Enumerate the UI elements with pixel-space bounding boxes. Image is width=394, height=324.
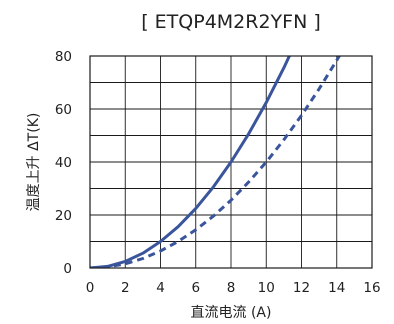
- chart-title: [ ETQP4M2R2YFN ]: [141, 11, 321, 33]
- y-axis-label: 温度上升 ΔT(K): [26, 113, 42, 212]
- y-tick-label: 80: [55, 49, 72, 65]
- x-tick-label: 8: [227, 280, 236, 296]
- plot-frame: [89, 55, 373, 269]
- x-tick-label: 16: [363, 280, 380, 296]
- grid: [90, 56, 372, 268]
- series-line-solid: [90, 56, 292, 268]
- series-line-dashed: [90, 56, 341, 268]
- x-tick-label: 12: [293, 280, 310, 296]
- x-tick-label: 10: [258, 280, 275, 296]
- x-tick-label: 2: [121, 280, 130, 296]
- x-tick-label: 4: [156, 280, 165, 296]
- x-tick-label: 14: [328, 280, 345, 296]
- y-tick-label: 60: [55, 102, 72, 118]
- y-tick-label: 0: [63, 261, 72, 277]
- y-tick-label: 20: [55, 208, 72, 224]
- y-tick-label: 40: [55, 155, 72, 171]
- x-axis-label: 直流电流 (A): [191, 304, 272, 321]
- x-tick-label: 6: [191, 280, 200, 296]
- x-axis-ticks: 0 2 4 6 8 10 12 14 16: [86, 280, 381, 296]
- x-tick-label: 0: [86, 280, 95, 296]
- series-layer: [90, 56, 341, 268]
- y-axis-ticks: 0 20 40 60 80: [55, 49, 72, 277]
